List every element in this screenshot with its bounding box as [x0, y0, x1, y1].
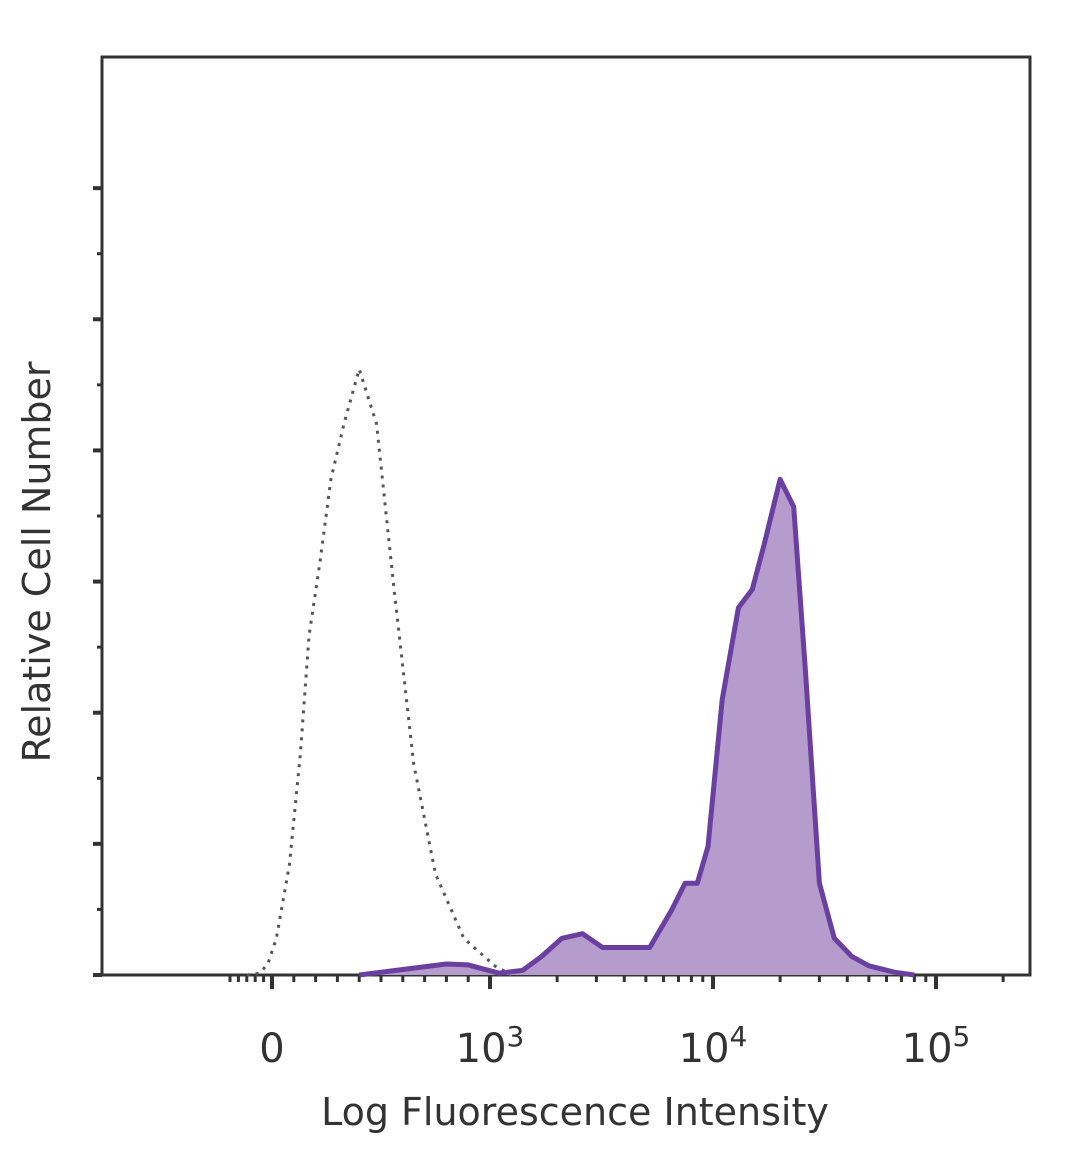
filled-histogram-area [359, 479, 915, 975]
series-layer [246, 367, 915, 978]
control-histogram-dotted [246, 367, 513, 977]
y-axis-ticks [93, 186, 102, 977]
x-tick-labels: 0 103 104 105 [259, 1020, 970, 1072]
x-axis-title: Log Fluorescence Intensity [321, 1090, 829, 1134]
x-tick-label: 104 [679, 1020, 748, 1072]
y-axis-title: Relative Cell Number [15, 361, 59, 762]
x-tick-label: 0 [259, 1026, 284, 1072]
plot-frame [100, 55, 1032, 977]
filled-histogram-outline [358, 476, 915, 978]
x-tick-label: 103 [456, 1020, 525, 1072]
x-axis-ticks [228, 975, 1005, 989]
x-tick-label: 105 [902, 1020, 971, 1072]
